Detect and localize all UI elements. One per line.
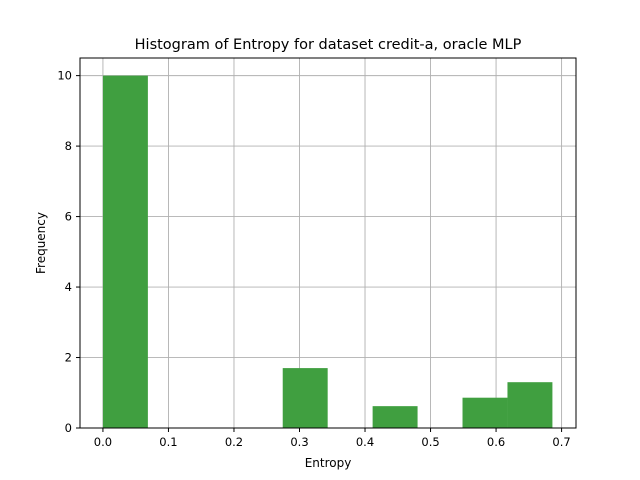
bars: [102, 75, 553, 428]
x-tick-label: 0.1: [159, 435, 177, 449]
gridlines: [80, 58, 576, 429]
x-axis-label: Entropy: [305, 456, 352, 470]
axis-ticks: 0.0 0.1 0.2 0.3 0.4 0.5 0.6 0.7 0 2 4 6 8 10: [57, 69, 570, 449]
x-tick-label: 0.4: [356, 435, 374, 449]
y-tick-label: 6: [65, 210, 72, 224]
plot-frame: [79, 57, 577, 429]
x-tick-label: 0.0: [94, 435, 112, 449]
y-tick-label: 0: [65, 421, 72, 435]
y-axis-label: Frequency: [34, 212, 48, 274]
x-tick-label: 0.7: [552, 435, 570, 449]
x-tick-label: 0.5: [421, 435, 439, 449]
histogram-bar: [372, 406, 418, 428]
histogram-bar: [102, 75, 148, 428]
x-tick-label: 0.6: [487, 435, 505, 449]
chart-title: Histogram of Entropy for dataset credit-…: [135, 37, 522, 53]
histogram-bar: [507, 382, 553, 428]
histogram-bar: [282, 368, 328, 428]
y-tick-label: 2: [65, 351, 72, 365]
y-tick-label: 4: [65, 280, 72, 294]
x-tick-label: 0.3: [290, 435, 308, 449]
histogram-bar: [462, 397, 508, 428]
x-tick-label: 0.2: [225, 435, 243, 449]
y-tick-label: 10: [57, 69, 72, 83]
y-tick-label: 8: [65, 139, 72, 153]
